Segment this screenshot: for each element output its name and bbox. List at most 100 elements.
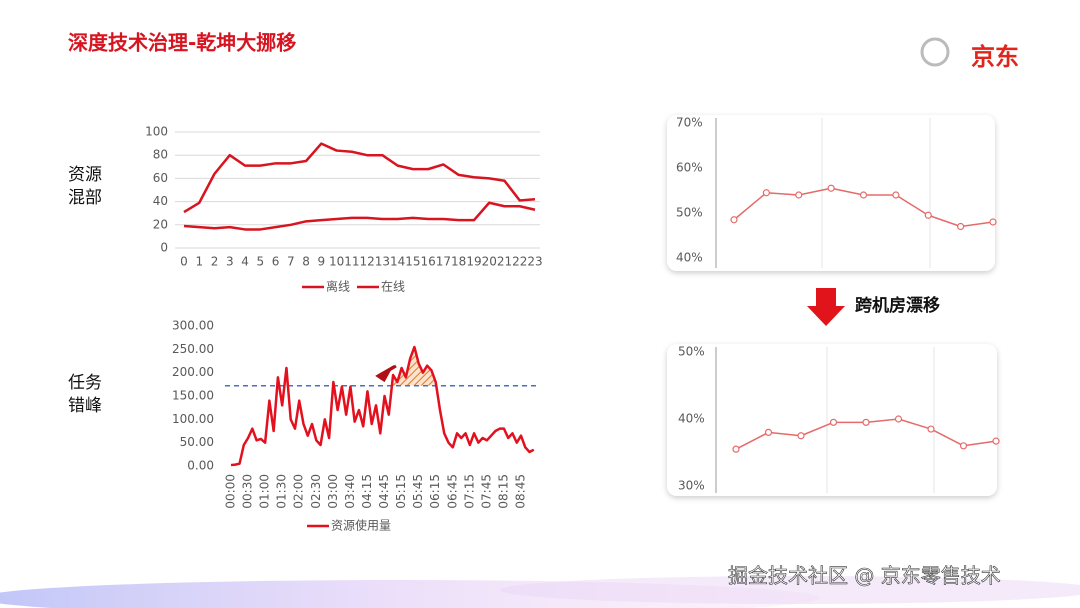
point bbox=[992, 437, 1000, 445]
x-tick-label: 20 bbox=[482, 255, 497, 269]
x-tick-label: 0 bbox=[180, 255, 188, 269]
point bbox=[829, 418, 838, 426]
point bbox=[795, 191, 803, 199]
x-tick-label: 07:45 bbox=[479, 474, 493, 509]
x-tick-label: 01:30 bbox=[275, 474, 289, 509]
x-tick-label: 5 bbox=[256, 255, 264, 269]
logo: 京东 bbox=[971, 43, 1019, 71]
x-tick-label: 8 bbox=[302, 255, 310, 269]
logo-icon bbox=[920, 37, 950, 67]
y-tick-label: 0 bbox=[160, 241, 168, 255]
y-tick-label: 30% bbox=[678, 479, 705, 493]
legend-label: 资源使用量 bbox=[331, 518, 391, 533]
x-tick-label: 15 bbox=[405, 255, 420, 269]
y-tick-label: 0.00 bbox=[187, 459, 214, 473]
point bbox=[732, 445, 740, 453]
x-tick-label: 06:45 bbox=[445, 474, 459, 509]
y-tick-label: 50% bbox=[678, 345, 705, 359]
section-label: 错峰 bbox=[68, 396, 102, 416]
down-arrow bbox=[807, 288, 845, 326]
x-tick-label: 00:30 bbox=[241, 474, 255, 509]
x-tick-label: 07:15 bbox=[462, 474, 476, 509]
y-tick-label: 40 bbox=[153, 194, 168, 208]
x-tick-label: 22 bbox=[512, 255, 527, 269]
point bbox=[730, 216, 738, 224]
legend-label: 在线 bbox=[381, 280, 405, 294]
y-tick-label: 60% bbox=[676, 161, 703, 175]
shift-arrow bbox=[375, 364, 397, 383]
point bbox=[894, 415, 903, 423]
x-tick-label: 03:40 bbox=[343, 474, 357, 509]
x-tick-label: 4 bbox=[241, 255, 249, 269]
section-label: 资源 bbox=[68, 165, 102, 185]
x-tick-label: 2 bbox=[211, 255, 219, 269]
point bbox=[927, 425, 935, 433]
y-tick-label: 60 bbox=[153, 171, 168, 185]
title: 深度技术治理-乾坤大挪移 bbox=[68, 31, 296, 55]
section-label: 混部 bbox=[68, 188, 102, 208]
x-tick-label: 04:15 bbox=[360, 474, 374, 509]
x-tick-label: 00:00 bbox=[224, 474, 238, 509]
x-tick-label: 02:00 bbox=[292, 474, 306, 509]
x-tick-label: 02:30 bbox=[309, 474, 323, 509]
point bbox=[859, 191, 868, 199]
y-tick-label: 300.00 bbox=[172, 319, 214, 333]
decor-band bbox=[500, 576, 1080, 604]
y-tick-label: 50% bbox=[676, 206, 703, 220]
x-tick-label: 21 bbox=[497, 255, 512, 269]
x-tick-label: 10 bbox=[329, 255, 344, 269]
point bbox=[797, 432, 805, 440]
watermark: 掘金技术社区 @ 京东零售技术 bbox=[728, 564, 1001, 588]
y-tick-label: 20 bbox=[153, 217, 168, 231]
x-tick-label: 05:15 bbox=[394, 474, 408, 509]
x-tick-label: 9 bbox=[318, 255, 326, 269]
series-line bbox=[183, 142, 536, 214]
y-tick-label: 100 bbox=[145, 125, 168, 139]
x-tick-label: 7 bbox=[287, 255, 295, 269]
x-tick-label: 17 bbox=[436, 255, 451, 269]
chart-card bbox=[667, 115, 995, 271]
x-tick-label: 13 bbox=[375, 255, 390, 269]
point bbox=[762, 189, 770, 197]
x-tick-label: 16 bbox=[421, 255, 436, 269]
x-tick-label: 1 bbox=[195, 255, 203, 269]
y-tick-label: 200.00 bbox=[172, 365, 214, 379]
x-tick-label: 08:15 bbox=[496, 474, 510, 509]
series-line bbox=[230, 345, 535, 467]
x-tick-label: 03:00 bbox=[326, 474, 340, 509]
y-tick-label: 250.00 bbox=[172, 342, 214, 356]
point bbox=[764, 428, 773, 436]
point bbox=[827, 184, 835, 192]
x-tick-label: 01:00 bbox=[258, 474, 272, 509]
excess-area bbox=[277, 347, 437, 386]
x-tick-label: 11 bbox=[344, 255, 359, 269]
x-tick-label: 08:45 bbox=[514, 474, 528, 509]
y-tick-label: 70% bbox=[676, 116, 703, 130]
point bbox=[957, 222, 965, 231]
y-tick-label: 40% bbox=[676, 251, 703, 265]
point bbox=[959, 442, 968, 450]
x-tick-label: 18 bbox=[451, 255, 466, 269]
series-line bbox=[183, 201, 536, 231]
y-tick-label: 80 bbox=[153, 148, 168, 162]
x-tick-label: 3 bbox=[226, 255, 234, 269]
y-tick-label: 100.00 bbox=[172, 412, 214, 426]
x-tick-label: 04:45 bbox=[377, 474, 391, 509]
x-tick-label: 14 bbox=[390, 255, 405, 269]
y-tick-label: 40% bbox=[678, 412, 705, 426]
x-tick-label: 23 bbox=[527, 255, 542, 269]
point bbox=[892, 191, 900, 199]
x-tick-label: 12 bbox=[359, 255, 374, 269]
x-tick-label: 6 bbox=[272, 255, 280, 269]
legend-label: 离线 bbox=[326, 279, 350, 294]
point bbox=[924, 211, 932, 219]
x-tick-label: 19 bbox=[466, 255, 481, 269]
y-tick-label: 50.00 bbox=[180, 435, 214, 449]
point bbox=[989, 218, 997, 226]
section-label: 任务 bbox=[68, 373, 102, 393]
point bbox=[862, 418, 870, 426]
x-tick-label: 05:45 bbox=[411, 474, 425, 509]
x-tick-label: 06:15 bbox=[428, 474, 442, 509]
arrow-label: 跨机房漂移 bbox=[855, 295, 940, 316]
